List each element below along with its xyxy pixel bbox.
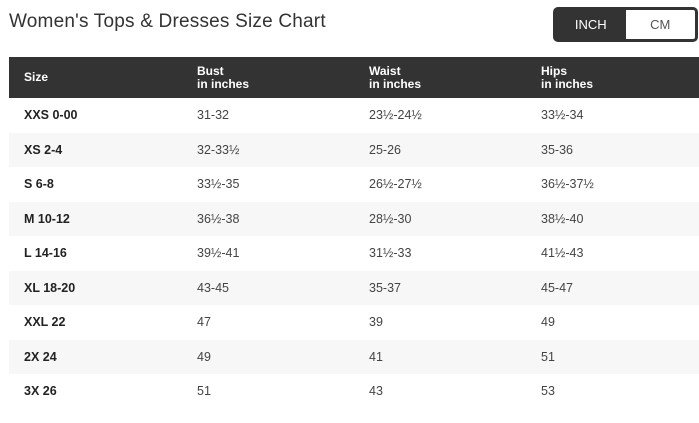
header-label: Size (24, 70, 49, 84)
size-cell: XXL 22 (24, 315, 66, 330)
bust-cell: 47 (197, 315, 211, 330)
table-row: 2X 24 49 41 51 (9, 339, 699, 374)
hips-cell: 38½-40 (541, 201, 699, 236)
header-unit: in inches (541, 76, 594, 91)
page-title: Women's Tops & Dresses Size Chart (9, 11, 326, 32)
header-unit: in inches (197, 76, 250, 91)
bust-cell: 51 (197, 384, 211, 399)
bust-cell: 31-32 (197, 108, 229, 123)
size-cell: XL 18-20 (9, 270, 197, 305)
size-cell: M 10-12 (9, 201, 197, 236)
table-row: L 14-16 39½-41 31½-33 41½-43 (9, 236, 699, 271)
bust-cell: 36½-38 (197, 201, 369, 236)
header-label: Bust (197, 63, 224, 78)
column-header-waist: Waist in inches (369, 57, 541, 98)
hips-cell: 53 (541, 384, 555, 399)
header-label: Hips (541, 63, 568, 78)
hips-cell: 33½-34 (541, 108, 584, 123)
waist-cell: 41 (369, 339, 541, 374)
table-row: 3X 26 51 43 53 (9, 374, 699, 409)
size-cell: S 6-8 (24, 177, 54, 192)
size-cell: L 14-16 (24, 246, 67, 261)
column-header-bust: Bust in inches (197, 57, 369, 98)
table-header: Size Bust in inches Waist in inches Hips in in… (9, 57, 699, 98)
waist-cell: 43 (369, 384, 383, 399)
waist-cell: 35-37 (369, 270, 541, 305)
column-header-size: Size (9, 57, 197, 98)
hips-cell: 45-47 (541, 270, 699, 305)
table-row: M 10-12 36½-38 28½-30 38½-40 (9, 201, 699, 236)
table-row: XXL 22 47 39 49 (9, 305, 699, 340)
unit-toggle[interactable]: INCH CM (553, 7, 698, 42)
hips-cell: 41½-43 (541, 246, 584, 261)
waist-cell: 25-26 (369, 132, 541, 167)
header-unit: in inches (369, 76, 422, 91)
table-row: XL 18-20 43-45 35-37 45-47 (9, 270, 699, 305)
inch-option[interactable]: INCH (574, 17, 607, 32)
column-header-hips: Hips in inches (541, 57, 699, 98)
size-cell: XS 2-4 (9, 132, 197, 167)
size-cell: 3X 26 (24, 384, 57, 399)
bust-cell: 39½-41 (197, 246, 240, 261)
size-cell: 2X 24 (9, 339, 197, 374)
bust-cell: 33½-35 (197, 177, 240, 192)
bust-cell: 43-45 (197, 270, 369, 305)
size-chart-table: Size Bust in inches Waist in inches Hips in in… (9, 57, 699, 409)
bust-cell: 32-33½ (197, 132, 369, 167)
cm-option[interactable]: CM (625, 10, 695, 39)
table-row: S 6-8 33½-35 26½-27½ 36½-37½ (9, 167, 699, 202)
bust-cell: 49 (197, 339, 369, 374)
waist-cell: 23½-24½ (369, 108, 422, 123)
waist-cell: 26½-27½ (369, 177, 422, 192)
waist-cell: 31½-33 (369, 246, 412, 261)
hips-cell: 49 (541, 315, 555, 330)
table-row: XXS 0-00 31-32 23½-24½ 33½-34 (9, 98, 699, 133)
hips-cell: 35-36 (541, 132, 699, 167)
hips-cell: 51 (541, 339, 699, 374)
waist-cell: 39 (369, 315, 383, 330)
size-cell: XXS 0-00 (24, 108, 78, 123)
hips-cell: 36½-37½ (541, 177, 594, 192)
header-label: Waist (369, 63, 401, 78)
waist-cell: 28½-30 (369, 201, 541, 236)
table-row: XS 2-4 32-33½ 25-26 35-36 (9, 132, 699, 167)
